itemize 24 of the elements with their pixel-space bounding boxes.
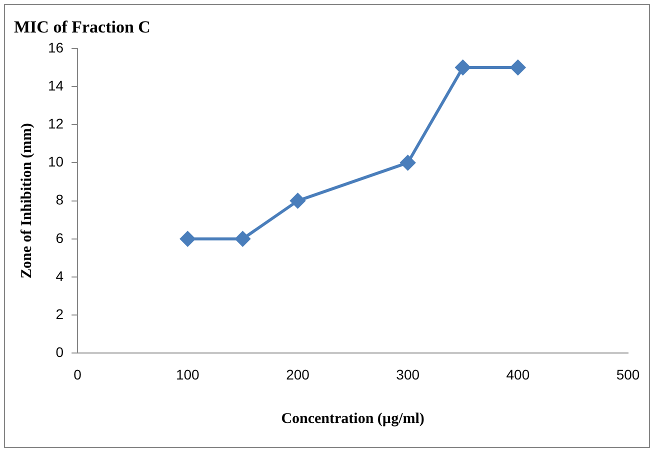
point: [180, 231, 196, 246]
x-tick-label: 500: [616, 366, 640, 382]
point: [290, 193, 306, 208]
x-axis-title: Concentration (µg/ml): [281, 410, 424, 427]
y-tick-label: 16: [48, 39, 64, 56]
chart-title: MIC of Fraction C: [14, 18, 150, 37]
y-tick-label: 10: [48, 154, 64, 170]
y-tick-label: 14: [48, 77, 64, 94]
x-tick-label: 400: [506, 366, 530, 382]
y-tick-label: 0: [56, 344, 64, 360]
y-tick-label: 8: [56, 192, 64, 208]
x-tick-label: 200: [286, 366, 310, 382]
point: [235, 231, 250, 246]
y-tick-label: 2: [56, 306, 64, 322]
x-tick-label: 0: [74, 366, 82, 382]
x-tick-label: 100: [176, 366, 200, 382]
point: [510, 60, 526, 75]
y-axis-title: Zone of Inhibition (mm): [18, 123, 35, 279]
x-tick-label: 300: [396, 366, 420, 382]
y-tick-label: 6: [56, 230, 64, 246]
point: [455, 60, 470, 75]
y-tick-label: 4: [56, 268, 64, 284]
point: [400, 155, 416, 170]
y-tick-label: 12: [48, 115, 64, 132]
